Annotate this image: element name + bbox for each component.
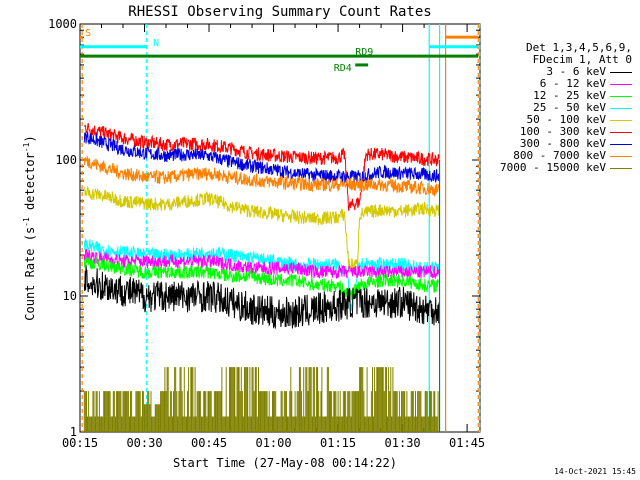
legend-swatch <box>610 83 632 85</box>
legend-swatch <box>610 131 632 133</box>
legend-label: 50 - 100 keV <box>526 113 606 126</box>
legend-label: 100 - 300 keV <box>519 125 606 138</box>
chart-title: RHESSI Observing Summary Count Rates <box>128 4 431 20</box>
series-7000-15000-kev <box>83 367 439 432</box>
legend-swatch <box>610 155 632 157</box>
legend-header-line-2: FDecim 1, Att 0 <box>532 53 632 66</box>
timestamp: 14-Oct-2021 15:45 <box>554 467 636 476</box>
series-line-6 <box>83 249 440 279</box>
series-line-5 <box>83 238 440 312</box>
x-tick-label: 01:15 <box>320 436 356 450</box>
x-tick-label: 01:00 <box>255 436 291 450</box>
legend-entry: 800 - 7000 keV <box>480 150 632 162</box>
legend-swatch <box>610 71 632 73</box>
x-axis-label: Start Time (27-May-08 00:14:22) <box>173 456 397 470</box>
legend-entry: 100 - 300 keV <box>480 126 632 138</box>
legend-entry: 300 - 800 keV <box>480 138 632 150</box>
series-line-7 <box>83 257 440 301</box>
legend-label: 300 - 800 keV <box>519 137 606 150</box>
series-line-3 <box>83 156 440 197</box>
series-line-2 <box>83 131 440 184</box>
legend-label: 7000 - 15000 keV <box>500 161 606 174</box>
legend-label: 6 - 12 keV <box>539 77 606 90</box>
legend-swatch <box>610 167 632 169</box>
legend: Det 1,3,4,5,6,9, FDecim 1, Att 0 3 - 6 k… <box>480 42 632 174</box>
x-tick-label: 01:45 <box>449 436 485 450</box>
y-tick-label: 10 <box>63 289 77 303</box>
y-tick-label: 1000 <box>48 17 77 31</box>
state-label: N <box>153 38 159 49</box>
legend-header-line-1: Det 1,3,4,5,6,9, <box>526 41 632 54</box>
legend-entry: 12 - 25 keV <box>480 90 632 102</box>
y-tick-label: 100 <box>55 153 77 167</box>
legend-swatch <box>610 107 632 109</box>
legend-swatch <box>610 95 632 97</box>
y-tick-label: 1 <box>70 425 77 439</box>
legend-swatch <box>610 143 632 145</box>
legend-entry: 25 - 50 keV <box>480 102 632 114</box>
legend-swatch <box>610 119 632 121</box>
x-tick-label: 00:45 <box>191 436 227 450</box>
x-tick-label: 00:15 <box>62 436 98 450</box>
legend-entry: 7000 - 15000 keV <box>480 162 632 174</box>
y-axis-label: Count Rate (s-1 detector-1) <box>22 135 37 320</box>
series-line-1 <box>83 122 440 211</box>
legend-entry: 6 - 12 keV <box>480 78 632 90</box>
legend-entry: 50 - 100 keV <box>480 114 632 126</box>
legend-label: 12 - 25 keV <box>533 89 606 102</box>
axes-frame <box>79 23 481 433</box>
series-line-8 <box>83 265 440 329</box>
x-tick-label: 00:30 <box>126 436 162 450</box>
x-tick-label: 01:30 <box>385 436 421 450</box>
legend-label: 800 - 7000 keV <box>513 149 606 162</box>
series-line-4 <box>83 185 440 271</box>
state-label: S <box>85 28 91 39</box>
plot-area: 1 10 100 1000 00:15 00:30 00:45 01:00 01:15 01:30… <box>48 17 485 450</box>
state-label: RD9 <box>355 47 373 58</box>
legend-label: 3 - 6 keV <box>546 65 606 78</box>
state-label: RD4 <box>334 63 352 74</box>
legend-entry: 3 - 6 keV <box>480 66 632 78</box>
legend-label: 25 - 50 keV <box>533 101 606 114</box>
